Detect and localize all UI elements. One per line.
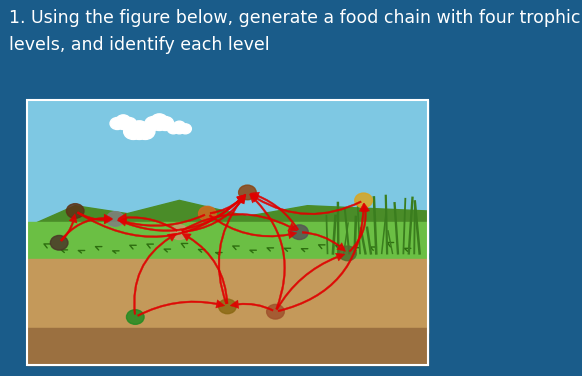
Circle shape	[130, 121, 149, 137]
Circle shape	[126, 310, 144, 324]
FancyArrowPatch shape	[302, 232, 346, 252]
Text: levels, and identify each level: levels, and identify each level	[9, 36, 269, 55]
Circle shape	[66, 204, 84, 218]
Circle shape	[239, 185, 256, 200]
Circle shape	[171, 225, 188, 240]
FancyArrowPatch shape	[77, 194, 246, 238]
FancyArrowPatch shape	[210, 194, 246, 214]
Circle shape	[107, 212, 124, 226]
FancyArrowPatch shape	[276, 253, 345, 310]
Circle shape	[267, 305, 284, 319]
FancyArrowPatch shape	[61, 214, 77, 241]
Circle shape	[122, 118, 137, 129]
Circle shape	[157, 117, 174, 130]
Circle shape	[198, 206, 216, 221]
FancyArrowPatch shape	[133, 233, 177, 314]
Bar	[27, 259, 428, 333]
FancyArrowPatch shape	[182, 195, 246, 233]
Circle shape	[151, 117, 168, 130]
Circle shape	[116, 115, 130, 127]
Bar	[27, 100, 428, 253]
FancyArrowPatch shape	[250, 192, 299, 230]
Circle shape	[355, 193, 372, 208]
Circle shape	[167, 124, 179, 134]
FancyArrowPatch shape	[218, 194, 246, 304]
FancyArrowPatch shape	[230, 300, 274, 311]
FancyArrowPatch shape	[118, 214, 178, 231]
Bar	[27, 221, 428, 264]
FancyArrowPatch shape	[209, 215, 297, 239]
Circle shape	[123, 123, 143, 139]
FancyArrowPatch shape	[349, 203, 370, 252]
Circle shape	[179, 124, 191, 134]
Circle shape	[110, 118, 125, 129]
Circle shape	[116, 118, 130, 129]
Circle shape	[51, 235, 68, 250]
FancyArrowPatch shape	[250, 194, 286, 309]
FancyArrowPatch shape	[182, 213, 297, 232]
Circle shape	[339, 246, 356, 261]
Circle shape	[151, 114, 168, 128]
Circle shape	[173, 121, 185, 131]
Circle shape	[136, 123, 155, 139]
FancyArrowPatch shape	[182, 233, 228, 304]
Text: 1. Using the figure below, generate a food chain with four trophic: 1. Using the figure below, generate a fo…	[9, 9, 581, 27]
FancyArrowPatch shape	[278, 203, 367, 312]
Circle shape	[290, 225, 308, 240]
FancyArrowPatch shape	[60, 214, 112, 241]
FancyArrowPatch shape	[137, 300, 225, 317]
Circle shape	[130, 123, 149, 139]
FancyArrowPatch shape	[118, 214, 205, 226]
Bar	[27, 100, 428, 365]
Circle shape	[145, 117, 162, 130]
Bar	[27, 327, 428, 365]
Circle shape	[173, 124, 185, 134]
FancyArrowPatch shape	[250, 194, 361, 215]
FancyArrowPatch shape	[77, 212, 112, 224]
FancyArrowPatch shape	[118, 194, 246, 232]
Polygon shape	[27, 200, 428, 253]
Circle shape	[219, 299, 236, 314]
